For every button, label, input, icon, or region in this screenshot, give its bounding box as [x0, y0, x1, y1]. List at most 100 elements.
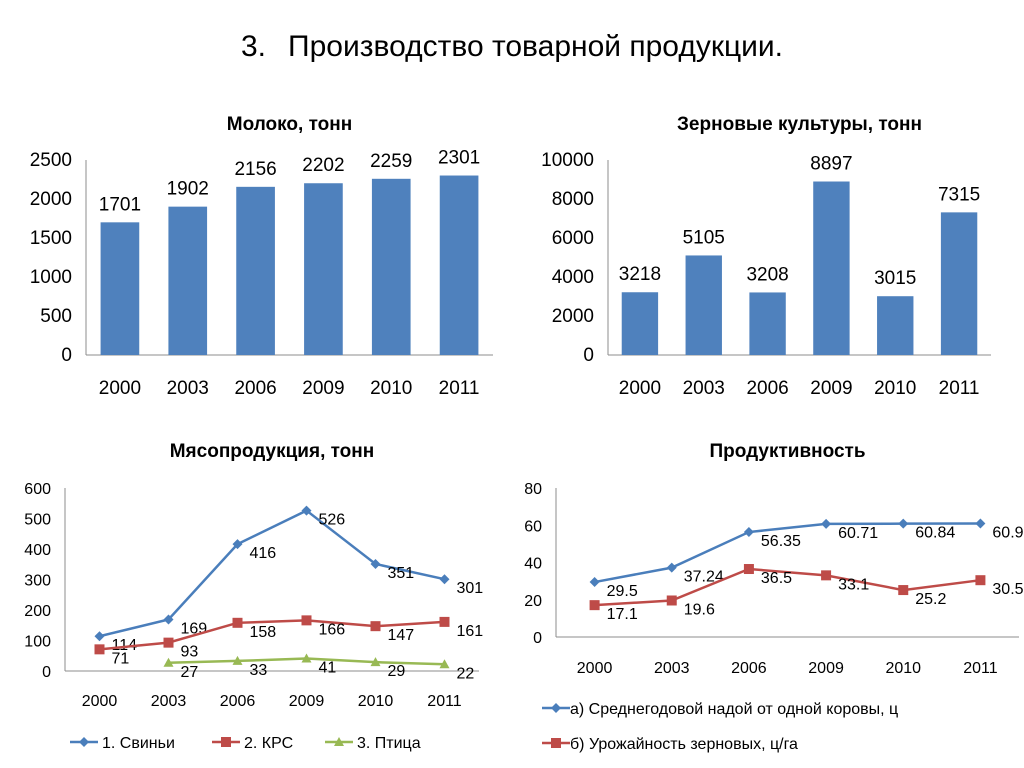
data-label: 60.71 [838, 525, 878, 542]
data-label: 56.35 [761, 533, 801, 550]
data-label: 33.1 [838, 576, 869, 593]
data-label: 25.2 [915, 591, 946, 608]
bar [877, 296, 914, 355]
x-tick-label: 2000 [99, 378, 141, 399]
point-marker [163, 614, 174, 625]
point-marker [439, 659, 450, 669]
y-tick-label: 600 [24, 481, 51, 498]
data-label: 93 [181, 644, 199, 661]
bar [168, 206, 208, 355]
data-label: 166 [319, 621, 346, 638]
data-label: 3015 [874, 268, 916, 289]
data-label: 526 [319, 512, 346, 529]
data-label: 2202 [302, 155, 344, 176]
point-marker [232, 655, 243, 665]
data-label: 29 [388, 663, 406, 680]
point-marker [163, 637, 174, 648]
meat-line-chart: 0 100 200 300 400 500 600 2000 2003 2006 2009 2010 2… [24, 441, 484, 752]
y-tick-label: 500 [24, 512, 51, 529]
y-tick-label: 0 [533, 630, 542, 647]
point-marker [551, 738, 561, 748]
data-label: 1902 [167, 179, 209, 200]
data-label: 2156 [234, 159, 276, 180]
y-tick-label: 2500 [30, 150, 72, 171]
x-tick-label: 2006 [220, 693, 256, 710]
legend: а) Среднегодовой надой от одной коровы, … [542, 701, 898, 753]
bar [236, 186, 275, 355]
bar [813, 181, 850, 355]
y-tick-label: 6000 [552, 228, 594, 249]
bar [304, 183, 343, 355]
x-tick-label: 2010 [874, 378, 916, 399]
data-label: 60.84 [915, 525, 955, 542]
point-marker [898, 518, 909, 529]
y-tick-label: 200 [24, 603, 51, 620]
legend-label: 2. КРС [244, 735, 293, 752]
y-tick-label: 2000 [30, 189, 72, 210]
series-line [594, 567, 981, 607]
point-marker [232, 617, 243, 628]
bar [439, 175, 479, 355]
y-tick-label: 500 [40, 306, 72, 327]
point-marker [666, 595, 677, 606]
point-marker [221, 737, 231, 747]
point-marker [301, 653, 312, 663]
grain-bar-chart: 0 2000 4000 6000 8000 10000 2000 2003 2006 2009 20… [541, 114, 991, 399]
chart-title: Молоко, тонн [227, 114, 352, 135]
x-tick-label: 2009 [302, 378, 344, 399]
point-marker [79, 737, 89, 747]
y-tick-label: 100 [24, 634, 51, 651]
chart-title: Продуктивность [709, 441, 865, 462]
x-tick-label: 2009 [808, 660, 844, 677]
productivity-line-chart: 0 20 40 60 80 2000 2003 2006 2009 2010 2011 Продукт… [524, 441, 1024, 753]
data-label: 30.5 [992, 581, 1023, 598]
point-marker [94, 644, 105, 655]
x-tick-label: 2003 [151, 693, 187, 710]
legend-label: б) Урожайность зерновых, ц/га [570, 736, 798, 753]
series-line [99, 509, 445, 638]
y-tick-label: 20 [524, 593, 542, 610]
series-line [594, 522, 981, 584]
data-label: 147 [388, 627, 415, 644]
point-marker [232, 539, 243, 550]
data-label: 17.1 [607, 606, 638, 623]
data-label: 3208 [746, 264, 788, 285]
x-tick-label: 2011 [963, 660, 998, 677]
x-tick-label: 2006 [234, 378, 276, 399]
data-label: 161 [457, 623, 484, 640]
data-label: 29.5 [607, 583, 638, 600]
y-tick-label: 10000 [541, 150, 594, 171]
y-tick-label: 400 [24, 542, 51, 559]
legend-label: а) Среднегодовой надой от одной коровы, … [570, 701, 898, 718]
milk-bar-chart: 0 500 1000 1500 2000 2500 2000 2003 2006 2009 2010… [30, 114, 493, 399]
x-tick-label: 2000 [82, 693, 118, 710]
data-label: 5105 [683, 227, 725, 248]
legend: 1. Свиньи 2. КРС 3. Птица [70, 735, 421, 752]
data-label: 416 [250, 545, 277, 562]
x-tick-label: 2010 [358, 693, 394, 710]
data-label: 2301 [438, 148, 480, 169]
bar [371, 178, 411, 355]
y-tick-label: 1000 [30, 267, 72, 288]
x-tick-label: 2000 [577, 660, 613, 677]
data-label: 158 [250, 624, 277, 641]
point-marker [301, 615, 312, 626]
x-tick-label: 2009 [289, 693, 325, 710]
data-label: 60.96 [992, 524, 1024, 541]
point-marker [163, 657, 174, 667]
data-label: 7315 [938, 184, 980, 205]
x-tick-label: 2010 [885, 660, 921, 677]
legend-label: 3. Птица [357, 735, 421, 752]
point-marker [370, 621, 381, 632]
point-marker [743, 564, 754, 575]
y-tick-label: 1500 [30, 228, 72, 249]
point-marker [589, 600, 600, 611]
x-tick-label: 2009 [810, 378, 852, 399]
x-tick-label: 2006 [746, 378, 788, 399]
y-tick-label: 0 [42, 664, 51, 681]
bar [685, 255, 722, 355]
chart-title: Зерновые культуры, тонн [677, 114, 922, 135]
x-tick-label: 2011 [439, 378, 480, 399]
data-label: 301 [457, 580, 484, 597]
point-marker [743, 527, 754, 538]
